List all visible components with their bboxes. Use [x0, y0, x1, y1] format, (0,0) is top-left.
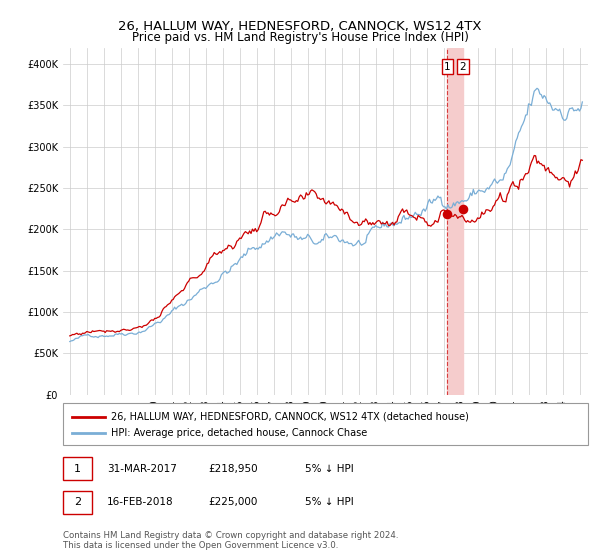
Text: 2: 2 — [459, 62, 466, 72]
Bar — [448, 48, 463, 395]
Text: £225,000: £225,000 — [209, 497, 258, 507]
Text: £218,950: £218,950 — [209, 464, 259, 474]
Text: 5% ↓ HPI: 5% ↓ HPI — [305, 497, 353, 507]
Text: HPI: Average price, detached house, Cannock Chase: HPI: Average price, detached house, Cann… — [111, 428, 367, 438]
Point — [443, 209, 452, 218]
Text: 1: 1 — [444, 62, 451, 72]
Text: 5% ↓ HPI: 5% ↓ HPI — [305, 464, 353, 474]
Text: 1: 1 — [74, 464, 81, 474]
Text: Price paid vs. HM Land Registry's House Price Index (HPI): Price paid vs. HM Land Registry's House … — [131, 31, 469, 44]
Text: Contains HM Land Registry data © Crown copyright and database right 2024.
This d: Contains HM Land Registry data © Crown c… — [63, 530, 398, 550]
Point — [458, 204, 467, 213]
Text: 26, HALLUM WAY, HEDNESFORD, CANNOCK, WS12 4TX (detached house): 26, HALLUM WAY, HEDNESFORD, CANNOCK, WS1… — [111, 412, 469, 422]
Text: 2: 2 — [74, 497, 81, 507]
Text: 31-MAR-2017: 31-MAR-2017 — [107, 464, 176, 474]
Text: 26, HALLUM WAY, HEDNESFORD, CANNOCK, WS12 4TX: 26, HALLUM WAY, HEDNESFORD, CANNOCK, WS1… — [118, 20, 482, 32]
Text: 16-FEB-2018: 16-FEB-2018 — [107, 497, 173, 507]
